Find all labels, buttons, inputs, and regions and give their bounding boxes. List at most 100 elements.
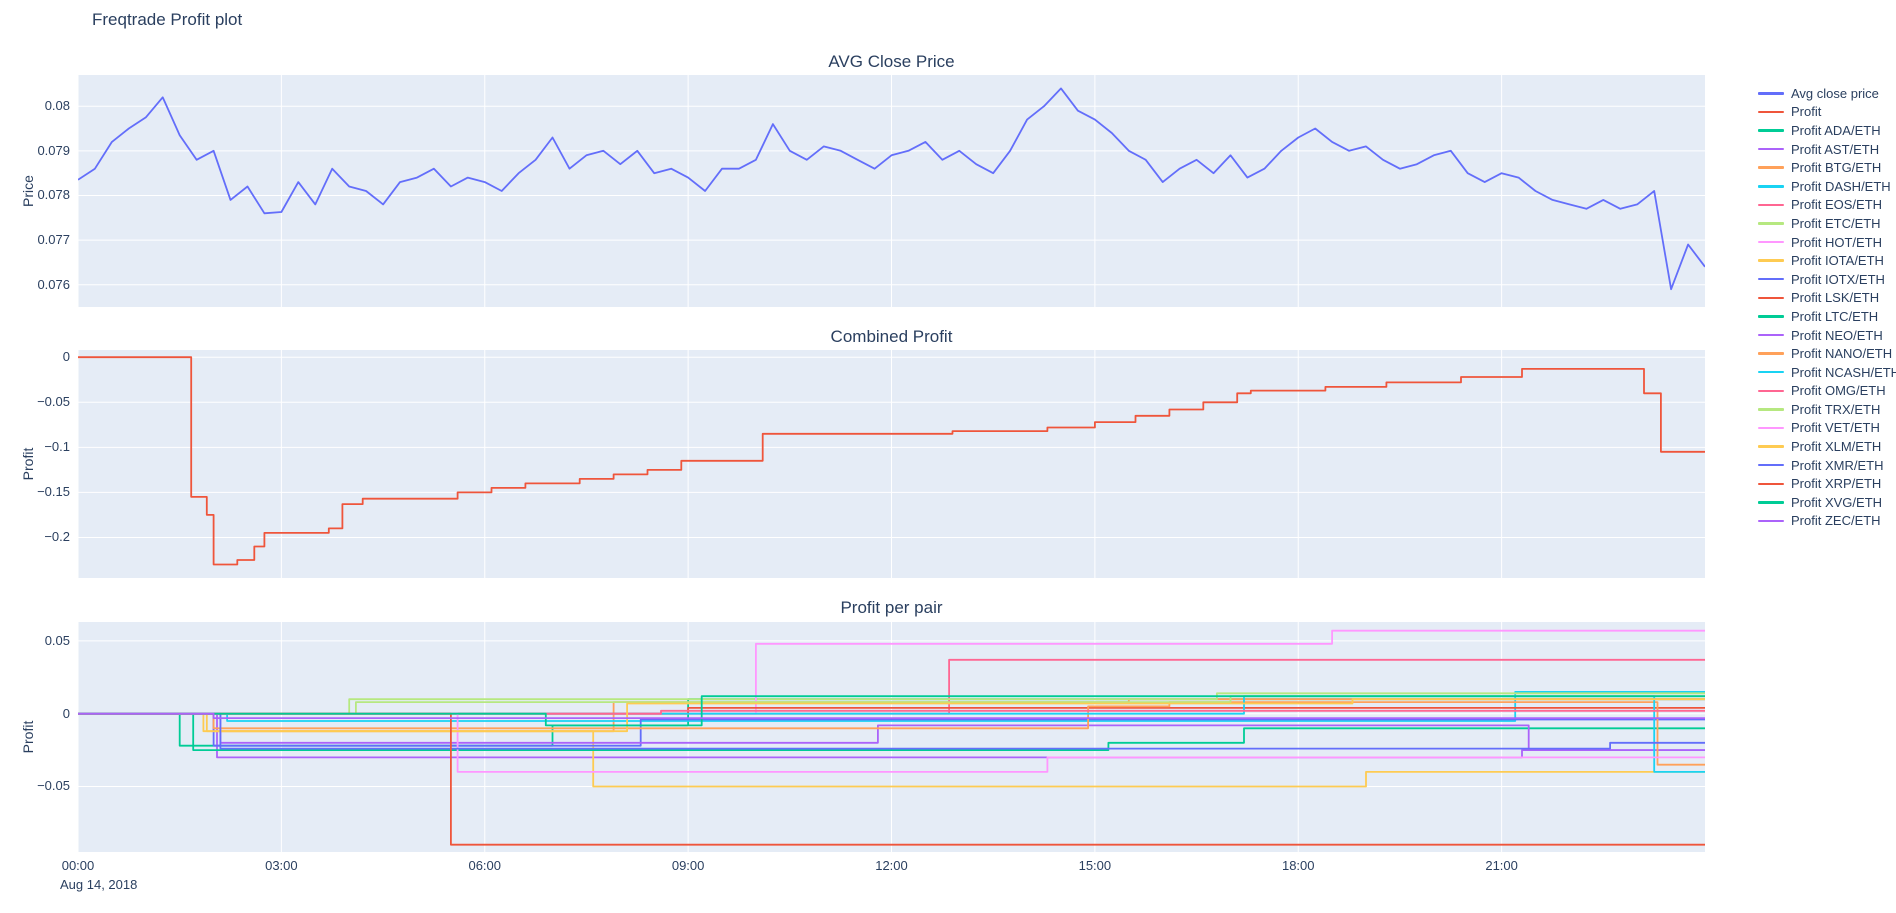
legend-item-profit-ast-eth[interactable]: Profit AST/ETH bbox=[1758, 140, 1896, 159]
legend-item-profit-xrp-eth[interactable]: Profit XRP/ETH bbox=[1758, 474, 1896, 493]
legend-swatch bbox=[1758, 222, 1784, 225]
y-tick-label: 0.076 bbox=[37, 276, 70, 292]
y-tick-label: −0.15 bbox=[37, 484, 70, 500]
series-profit-iota-eth bbox=[78, 712, 1705, 788]
legend-label: Profit XVG/ETH bbox=[1791, 494, 1883, 510]
y-tick-label: 0.077 bbox=[37, 232, 70, 248]
legend-swatch bbox=[1758, 482, 1784, 486]
x-tick-label: 00:00 bbox=[61, 858, 95, 873]
legend-swatch bbox=[1758, 370, 1784, 374]
legend-label: Profit LTC/ETH bbox=[1791, 308, 1879, 324]
y-axis-title-profit-2: Profit bbox=[20, 720, 36, 754]
legend-label: Profit EOS/ETH bbox=[1791, 197, 1883, 213]
legend-swatch bbox=[1758, 203, 1784, 207]
legend-item-profit-trx-eth[interactable]: Profit TRX/ETH bbox=[1758, 400, 1896, 419]
subplot-title-combined-profit: Combined Profit bbox=[830, 327, 953, 346]
y-tick-label: 0.078 bbox=[37, 187, 70, 203]
x-tick-label: 09:00 bbox=[671, 858, 705, 873]
series-profit-zec-eth bbox=[78, 712, 1705, 719]
legend-swatch bbox=[1758, 408, 1784, 411]
legend-label: Profit OMG/ETH bbox=[1791, 383, 1886, 399]
y-tick-label: −0.05 bbox=[37, 778, 70, 794]
legend-swatch bbox=[1758, 240, 1784, 244]
series-profit-nano-eth bbox=[78, 701, 1705, 766]
legend-label: Profit NANO/ETH bbox=[1791, 346, 1893, 362]
legend-label: Avg close price bbox=[1791, 85, 1879, 101]
legend-label: Profit ZEC/ETH bbox=[1791, 513, 1881, 529]
combined-profit-plot[interactable] bbox=[78, 350, 1705, 578]
legend-label: Profit HOT/ETH bbox=[1791, 234, 1883, 250]
legend-label: Profit bbox=[1791, 104, 1822, 120]
legend-label: Profit VET/ETH bbox=[1791, 420, 1880, 436]
y-tick-label: 0.079 bbox=[37, 142, 70, 158]
legend-item-profit-eos-eth[interactable]: Profit EOS/ETH bbox=[1758, 196, 1896, 215]
legend-label: Profit IOTA/ETH bbox=[1791, 253, 1884, 269]
y-tick-label: 0.05 bbox=[44, 632, 70, 648]
legend-label: Profit DASH/ETH bbox=[1791, 178, 1891, 194]
legend-item-profit-xvg-eth[interactable]: Profit XVG/ETH bbox=[1758, 493, 1896, 512]
legend-label: Profit IOTX/ETH bbox=[1791, 271, 1885, 287]
legend-item-profit-ltc-eth[interactable]: Profit LTC/ETH bbox=[1758, 307, 1896, 326]
legend-item-profit-dash-eth[interactable]: Profit DASH/ETH bbox=[1758, 177, 1896, 196]
legend-swatch bbox=[1758, 501, 1784, 504]
legend-item-profit-hot-eth[interactable]: Profit HOT/ETH bbox=[1758, 233, 1896, 252]
legend-item-profit-vet-eth[interactable]: Profit VET/ETH bbox=[1758, 419, 1896, 438]
avg-close-price-plot[interactable] bbox=[78, 75, 1705, 307]
legend-swatch bbox=[1758, 259, 1784, 262]
y-tick-label: −0.2 bbox=[44, 529, 70, 545]
legend-label: Profit XLM/ETH bbox=[1791, 439, 1882, 455]
legend-item-profit-zec-eth[interactable]: Profit ZEC/ETH bbox=[1758, 512, 1896, 531]
legend-label: Profit LSK/ETH bbox=[1791, 290, 1880, 306]
series-avg-close-price bbox=[78, 87, 1705, 291]
legend-label: Profit BTG/ETH bbox=[1791, 160, 1882, 176]
legend-item-profit-neo-eth[interactable]: Profit NEO/ETH bbox=[1758, 326, 1896, 345]
legend-swatch bbox=[1758, 426, 1784, 430]
legend-item-profit-omg-eth[interactable]: Profit OMG/ETH bbox=[1758, 382, 1896, 401]
series-profit bbox=[78, 356, 1705, 566]
legend-item-profit-nano-eth[interactable]: Profit NANO/ETH bbox=[1758, 344, 1896, 363]
legend-item-profit-iotx-eth[interactable]: Profit IOTX/ETH bbox=[1758, 270, 1896, 289]
legend-item-profit-lsk-eth[interactable]: Profit LSK/ETH bbox=[1758, 289, 1896, 308]
legend-item-profit-ncash-eth[interactable]: Profit NCASH/ETH bbox=[1758, 363, 1896, 382]
legend-swatch bbox=[1758, 333, 1784, 337]
subplot-title-profit-per-pair: Profit per pair bbox=[840, 598, 943, 617]
legend-swatch bbox=[1758, 110, 1784, 114]
legend-swatch bbox=[1758, 92, 1784, 95]
subplot-title-avg-close-price: AVG Close Price bbox=[828, 52, 955, 71]
grid-lines bbox=[78, 75, 1705, 307]
legend-swatch bbox=[1758, 389, 1784, 393]
x-tick-label: 21:00 bbox=[1485, 858, 1518, 873]
page-title: Freqtrade Profit plot bbox=[92, 10, 243, 29]
legend-item-profit-etc-eth[interactable]: Profit ETC/ETH bbox=[1758, 214, 1896, 233]
x-tick-label: 12:00 bbox=[875, 858, 908, 873]
legend-swatch bbox=[1758, 129, 1784, 132]
legend-label: Profit AST/ETH bbox=[1791, 141, 1880, 157]
legend-swatch bbox=[1758, 277, 1784, 281]
legend-item-profit-ada-eth[interactable]: Profit ADA/ETH bbox=[1758, 121, 1896, 140]
legend: Avg close price Profit Profit ADA/ETH Profi… bbox=[1758, 84, 1896, 530]
legend-swatch bbox=[1758, 166, 1784, 169]
legend-item-profit-iota-eth[interactable]: Profit IOTA/ETH bbox=[1758, 251, 1896, 270]
legend-label: Profit NEO/ETH bbox=[1791, 327, 1883, 343]
legend-swatch bbox=[1758, 296, 1784, 300]
y-tick-label: 0 bbox=[62, 705, 70, 721]
profit-per-pair-plot[interactable] bbox=[78, 622, 1705, 852]
y-tick-label: −0.1 bbox=[44, 439, 70, 455]
legend-swatch bbox=[1758, 352, 1784, 355]
legend-item-avg-close-price[interactable]: Avg close price bbox=[1758, 84, 1896, 103]
series-profit-xvg-eth bbox=[78, 695, 1705, 727]
legend-item-profit-xmr-eth[interactable]: Profit XMR/ETH bbox=[1758, 456, 1896, 475]
legend-item-profit-xlm-eth[interactable]: Profit XLM/ETH bbox=[1758, 437, 1896, 456]
legend-label: Profit ADA/ETH bbox=[1791, 122, 1881, 138]
y-tick-label: 0 bbox=[62, 349, 70, 365]
series-profit-ltc-eth bbox=[78, 712, 1705, 751]
legend-label: Profit XMR/ETH bbox=[1791, 457, 1884, 473]
x-tick-label: 06:00 bbox=[468, 858, 502, 873]
x-tick-label: 03:00 bbox=[265, 858, 298, 873]
legend-item-profit[interactable]: Profit bbox=[1758, 103, 1896, 122]
legend-swatch bbox=[1758, 147, 1784, 151]
legend-swatch bbox=[1758, 519, 1784, 523]
legend-item-profit-btg-eth[interactable]: Profit BTG/ETH bbox=[1758, 158, 1896, 177]
grid-lines bbox=[78, 350, 1705, 578]
